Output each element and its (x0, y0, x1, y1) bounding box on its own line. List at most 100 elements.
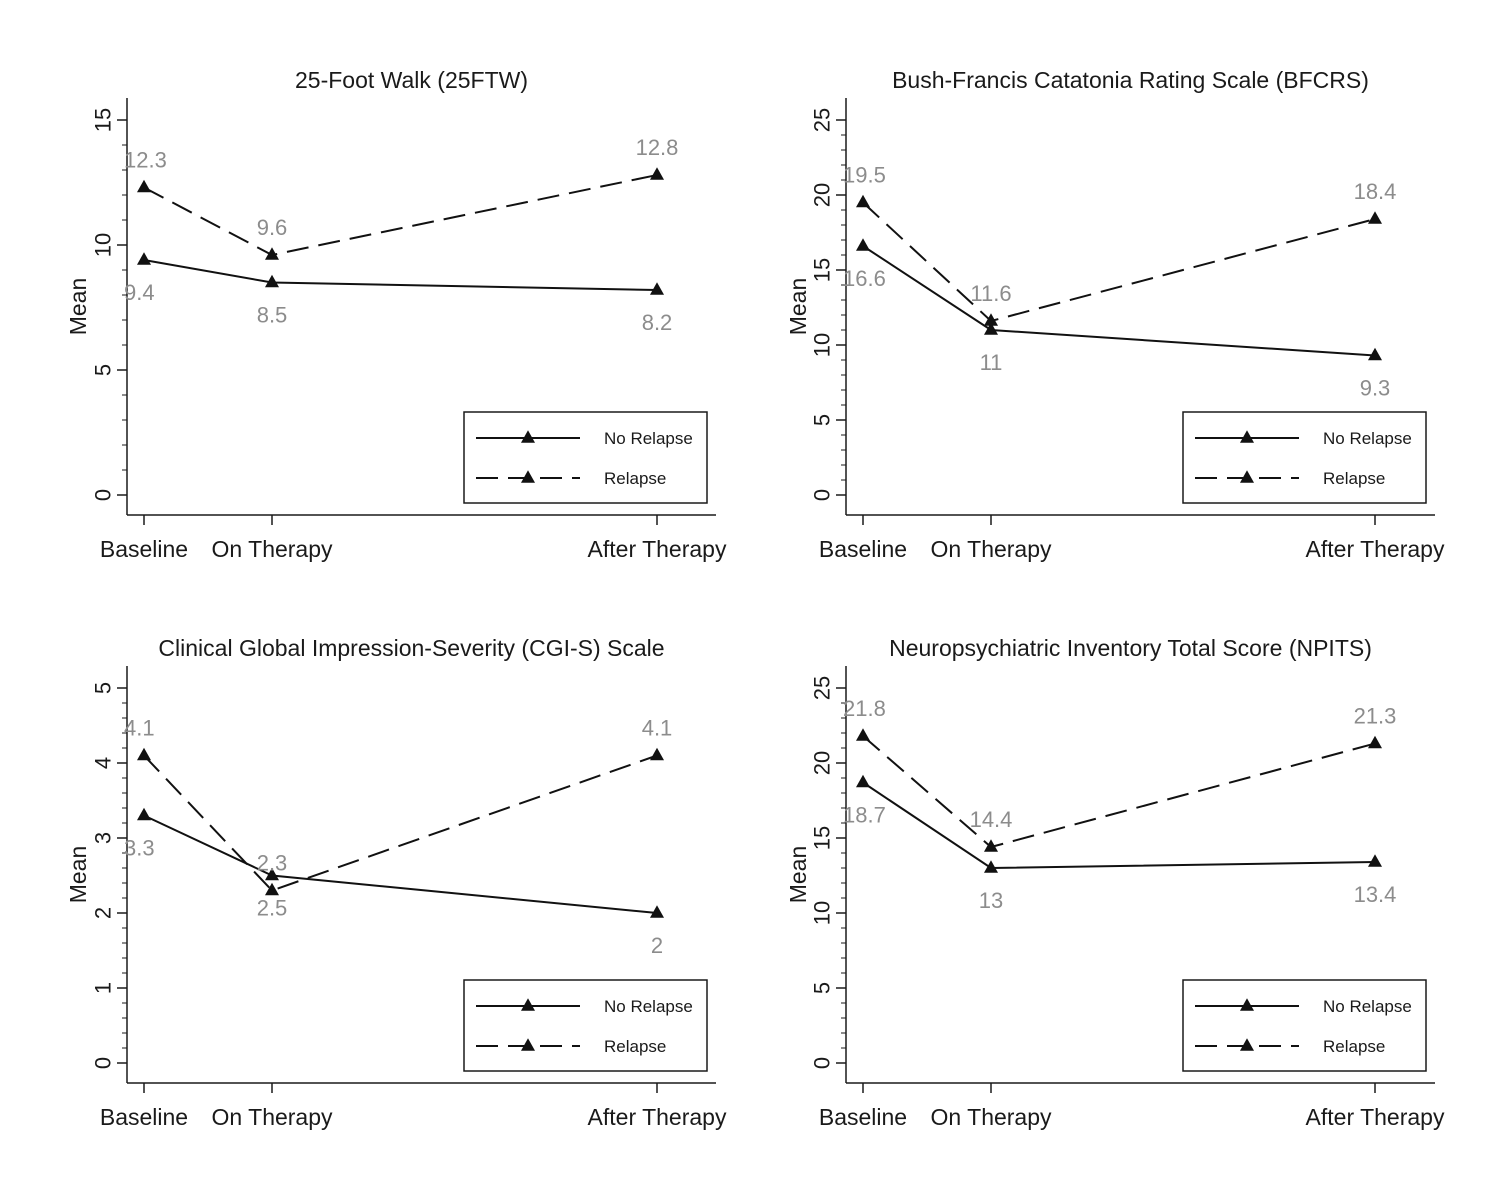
data-point-marker (856, 774, 870, 788)
series-relapse: 4.1 2.3 4.1 (124, 716, 672, 896)
legend: No Relapse Relapse (1182, 979, 1427, 1072)
y-tick-label: 0 (810, 489, 835, 501)
data-point-marker (265, 247, 279, 260)
data-point-marker (137, 807, 151, 821)
y-tick-label: 10 (91, 233, 116, 257)
y-tick-label: 15 (810, 826, 835, 850)
y-tick-label: 4 (91, 757, 116, 769)
data-point-marker (137, 252, 151, 265)
series-relapse: 12.3 9.6 12.8 (124, 135, 678, 260)
data-label: 16.6 (843, 266, 886, 291)
legend-marker (1240, 430, 1254, 443)
series-line (862, 245, 1376, 357)
data-label: 2.3 (257, 851, 288, 876)
y-axis-label: Mean (65, 846, 91, 904)
data-point-marker (984, 839, 998, 852)
series-line (143, 754, 658, 892)
data-point-marker (137, 747, 151, 761)
data-label: 4.1 (124, 716, 155, 741)
legend-marker (521, 1038, 535, 1051)
x-tick-label: Baseline (100, 536, 188, 562)
data-label: 21.8 (843, 696, 886, 721)
x-tick-label: After Therapy (588, 1104, 727, 1130)
y-tick-label: 5 (91, 682, 116, 694)
data-point-marker (265, 867, 279, 881)
data-point-marker (650, 282, 664, 295)
x-tick-label: Baseline (100, 1104, 188, 1130)
data-point-marker (137, 179, 151, 193)
series-line (143, 174, 658, 257)
y-tick-label: 0 (91, 1057, 116, 1069)
y-axis-label: Mean (785, 846, 811, 904)
series-no-relapse: 3.3 2.5 2 (124, 807, 664, 958)
data-label: 4.1 (642, 716, 673, 741)
y-tick-label: 5 (91, 364, 116, 376)
panel-2: Bush-Francis Catatonia Rating Scale (BFC… (785, 67, 1445, 562)
data-point-marker (1368, 854, 1382, 867)
panel-1: 25-Foot Walk (25FTW) 0 5 10 15 Mean Baseline On… (65, 67, 727, 562)
data-label: 9.3 (1360, 376, 1391, 401)
legend-label: Relapse (1323, 1037, 1385, 1056)
y-tick-label: 1 (91, 982, 116, 994)
data-label: 18.4 (1354, 179, 1397, 204)
x-tick-label: After Therapy (1306, 536, 1445, 562)
series-line (862, 201, 1376, 323)
y-tick-label: 25 (810, 676, 835, 700)
legend-box (1182, 411, 1427, 504)
x-tick-label: On Therapy (930, 1104, 1052, 1130)
data-point-marker (1368, 211, 1382, 224)
data-label: 18.7 (843, 803, 886, 828)
x-tick-label: After Therapy (1306, 1104, 1445, 1130)
data-label: 3.3 (124, 836, 155, 861)
legend-marker (521, 998, 535, 1011)
chart-title: 25-Foot Walk (25FTW) (295, 67, 528, 93)
series-line (862, 781, 1376, 870)
legend-box (463, 411, 708, 504)
y-tick-label: 5 (810, 982, 835, 994)
data-label: 2.5 (257, 896, 288, 921)
data-label: 12.3 (124, 148, 167, 173)
data-point-marker (650, 747, 664, 761)
legend-label: No Relapse (1323, 429, 1412, 448)
data-point-marker (984, 860, 998, 873)
series-relapse: 19.5 11.6 18.4 (843, 163, 1396, 326)
legend-box (1182, 979, 1427, 1072)
panel-3: Clinical Global Impression-Severity (CGI… (65, 635, 727, 1130)
legend: No Relapse Relapse (1182, 411, 1427, 504)
data-point-marker (265, 882, 279, 896)
x-tick-label: On Therapy (930, 536, 1052, 562)
legend: No Relapse Relapse (463, 979, 708, 1072)
y-tick-label: 25 (810, 108, 835, 132)
x-tick-label: Baseline (819, 536, 907, 562)
series-no-relapse: 16.6 11 9.3 (843, 238, 1391, 401)
y-tick-label: 3 (91, 832, 116, 844)
legend-box (463, 979, 708, 1072)
data-label: 12.8 (636, 135, 679, 160)
data-label: 9.6 (257, 215, 288, 240)
legend-marker (1240, 1038, 1254, 1051)
legend-marker (1240, 998, 1254, 1011)
y-axis-label: Mean (65, 278, 91, 336)
y-axis-label: Mean (785, 278, 811, 336)
legend-label: No Relapse (1323, 997, 1412, 1016)
y-tick-label: 20 (810, 183, 835, 207)
y-tick-label: 0 (810, 1057, 835, 1069)
data-label: 11.6 (970, 281, 1011, 306)
chart-title: Clinical Global Impression-Severity (CGI… (158, 635, 664, 661)
chart-title: Neuropsychiatric Inventory Total Score (… (889, 635, 1372, 661)
y-tick-label: 2 (91, 907, 116, 919)
legend-label: No Relapse (604, 429, 693, 448)
legend-marker (521, 470, 535, 483)
data-point-marker (650, 905, 664, 918)
data-label: 21.3 (1354, 704, 1397, 729)
legend-label: Relapse (604, 1037, 666, 1056)
data-point-marker (265, 274, 279, 288)
data-point-marker (856, 238, 870, 251)
data-point-marker (984, 322, 998, 335)
x-tick-label: Baseline (819, 1104, 907, 1130)
y-tick-label: 20 (810, 751, 835, 775)
legend-marker (521, 430, 535, 443)
y-tick-label: 0 (91, 489, 116, 501)
data-label: 13.4 (1354, 882, 1397, 907)
